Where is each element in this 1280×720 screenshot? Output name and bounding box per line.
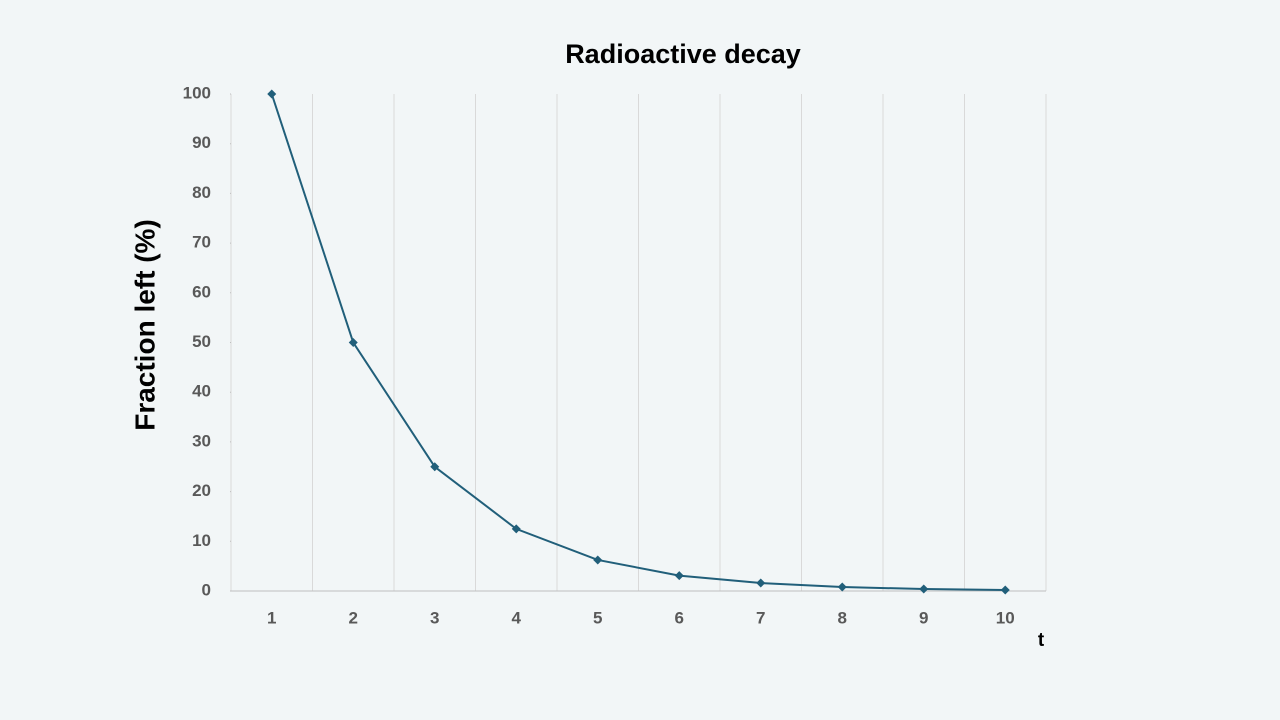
x-tick-label: 3 [430, 608, 439, 627]
y-tick-label: 60 [192, 282, 211, 301]
y-tick-label: 80 [192, 183, 211, 202]
marker [756, 578, 766, 588]
y-tick-label: 0 [202, 580, 211, 599]
y-tick-label: 30 [192, 431, 211, 450]
y-tick-label: 40 [192, 382, 211, 401]
marker [919, 584, 929, 594]
x-tick-label: 8 [838, 608, 847, 627]
y-axis-label: Fraction left (%) [129, 219, 160, 431]
y-tick-label: 70 [192, 233, 211, 252]
x-axis-label: t [1038, 630, 1045, 651]
x-tick-label: 9 [919, 608, 928, 627]
data-line [270, 93, 1006, 592]
x-tick-label: 1 [267, 608, 276, 627]
marker [267, 89, 277, 99]
y-tick-label: 50 [192, 332, 211, 351]
y-tick-label: 10 [192, 531, 211, 550]
marker [593, 555, 603, 565]
marker [348, 338, 358, 347]
x-tick-label: 5 [593, 608, 602, 627]
x-tick-label: 4 [512, 608, 522, 627]
marker [1000, 585, 1010, 595]
x-tick-label: 2 [349, 608, 358, 627]
y-tick-label: 100 [183, 83, 211, 102]
x-tick-label: 10 [996, 608, 1015, 627]
marker [674, 571, 684, 581]
marker [837, 582, 847, 592]
y-tick-label: 90 [192, 133, 211, 152]
x-tick-label: 7 [756, 608, 765, 627]
x-tick-label: 6 [675, 608, 684, 627]
chart-title: Radioactive decay [565, 39, 801, 69]
marker [511, 524, 521, 534]
y-tick-label: 20 [192, 481, 211, 500]
marker [430, 462, 440, 472]
